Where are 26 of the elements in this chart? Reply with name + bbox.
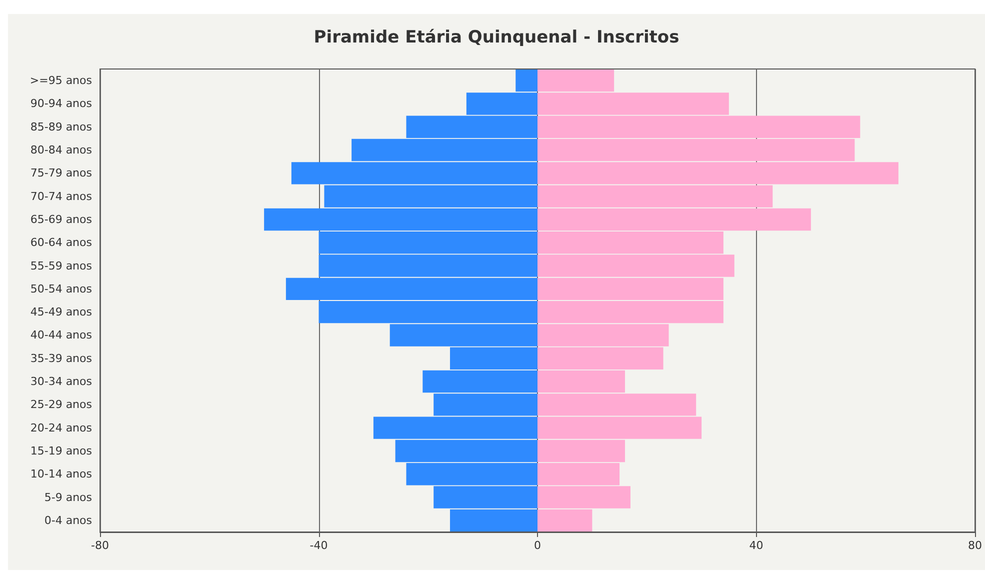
y-tick-label: 30-34 anos xyxy=(30,375,92,388)
y-tick-label: 90-94 anos xyxy=(30,97,92,110)
y-tick-label: 5-9 anos xyxy=(44,490,92,504)
chart-title: Piramide Etária Quinquenal - Inscritos xyxy=(314,28,680,48)
x-tick-label: 40 xyxy=(749,539,764,552)
y-tick-label: 65-69 anos xyxy=(30,212,92,226)
y-tick-label: 75-79 anos xyxy=(30,166,92,180)
y-tick-label: 50-54 anos xyxy=(30,282,92,296)
x-tick-label: -80 xyxy=(91,539,109,552)
y-tick-label: 55-59 anos xyxy=(30,259,92,272)
x-tick-label: 80 xyxy=(968,539,982,552)
y-tick-label: 45-49 anos xyxy=(30,306,92,319)
y-tick-label: 25-29 anos xyxy=(30,398,92,412)
y-tick-label: 15-19 anos xyxy=(30,444,92,458)
y-tick-label: >=95 anos xyxy=(30,74,92,88)
y-tick-label: 40-44 anos xyxy=(30,328,92,342)
x-tick-label: -40 xyxy=(310,539,328,552)
x-tick-label: 0 xyxy=(534,539,541,552)
y-tick-label: 10-14 anos xyxy=(30,468,92,481)
y-tick-label: 35-39 anos xyxy=(30,352,92,365)
y-tick-label: 20-24 anos xyxy=(30,421,92,434)
y-tick-label: 70-74 anos xyxy=(30,190,92,203)
y-tick-label: 85-89 anos xyxy=(30,120,92,134)
y-tick-label: 0-4 anos xyxy=(44,514,92,527)
y-tick-label: 80-84 anos xyxy=(30,144,92,157)
y-tick-label: 60-64 anos xyxy=(30,236,92,250)
